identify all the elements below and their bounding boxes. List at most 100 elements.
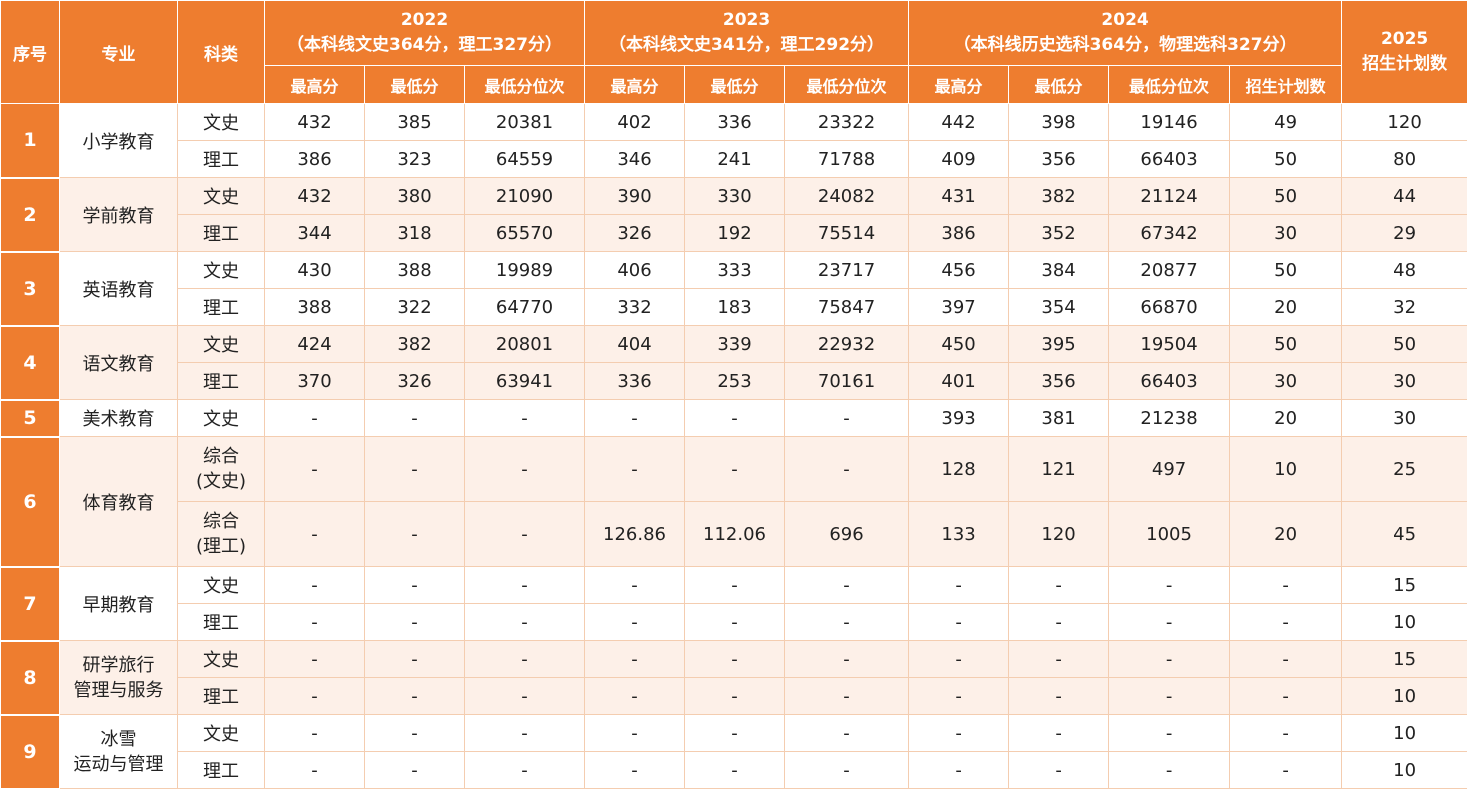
value-cell: -	[685, 400, 785, 437]
value-cell: 30	[1230, 363, 1342, 400]
category-cell: 文史	[178, 641, 265, 678]
value-cell: -	[1009, 641, 1109, 678]
row-index: 6	[1, 437, 60, 567]
header-year-2024: 2024 （本科线历史选科364分，物理选科327分）	[909, 1, 1342, 66]
value-cell: 318	[365, 215, 465, 252]
value-cell: 10	[1342, 678, 1467, 715]
category-cell: 文史	[178, 252, 265, 289]
value-cell: 386	[265, 141, 365, 178]
col-rank-2024: 最低分位次	[1109, 66, 1230, 104]
value-cell: 10	[1342, 715, 1467, 752]
year-note: （本科线历史选科364分，物理选科327分）	[954, 35, 1297, 55]
major-name: 体育教育	[60, 437, 178, 567]
value-cell: 330	[685, 178, 785, 215]
value-cell: -	[365, 604, 465, 641]
value-cell: -	[1109, 567, 1230, 604]
value-cell: 10	[1342, 752, 1467, 789]
value-cell: 398	[1009, 104, 1109, 141]
value-cell: -	[365, 715, 465, 752]
value-cell: -	[585, 604, 685, 641]
value-cell: 401	[909, 363, 1009, 400]
value-cell: 19146	[1109, 104, 1230, 141]
value-cell: -	[585, 752, 685, 789]
value-cell: 75847	[785, 289, 909, 326]
value-cell: 15	[1342, 567, 1467, 604]
value-cell: -	[685, 567, 785, 604]
value-cell: -	[685, 437, 785, 502]
value-cell: 20	[1230, 289, 1342, 326]
value-cell: 20	[1230, 400, 1342, 437]
value-cell: -	[785, 641, 909, 678]
value-cell: -	[1109, 715, 1230, 752]
value-cell: -	[785, 437, 909, 502]
value-cell: -	[265, 604, 365, 641]
value-cell: 32	[1342, 289, 1467, 326]
value-cell: 432	[265, 104, 365, 141]
value-cell: -	[909, 641, 1009, 678]
value-cell: -	[265, 752, 365, 789]
row-index: 7	[1, 567, 60, 641]
col-rank-2023: 最低分位次	[785, 66, 909, 104]
value-cell: 356	[1009, 363, 1109, 400]
value-cell: 192	[685, 215, 785, 252]
value-cell: -	[465, 400, 585, 437]
value-cell: -	[785, 567, 909, 604]
value-cell: 385	[365, 104, 465, 141]
value-cell: -	[365, 641, 465, 678]
value-cell: 352	[1009, 215, 1109, 252]
col-min-2023: 最低分	[685, 66, 785, 104]
value-cell: 382	[1009, 178, 1109, 215]
value-cell: 397	[909, 289, 1009, 326]
plan-year: 2025	[1381, 29, 1428, 49]
value-cell: -	[465, 641, 585, 678]
row-index: 1	[1, 104, 60, 178]
value-cell: 20381	[465, 104, 585, 141]
value-cell: 50	[1230, 252, 1342, 289]
major-name: 美术教育	[60, 400, 178, 437]
value-cell: -	[265, 437, 365, 502]
value-cell: 384	[1009, 252, 1109, 289]
value-cell: 344	[265, 215, 365, 252]
value-cell: 402	[585, 104, 685, 141]
value-cell: 1005	[1109, 502, 1230, 567]
value-cell: -	[585, 400, 685, 437]
value-cell: -	[365, 567, 465, 604]
col-plan-2024: 招生计划数	[1230, 66, 1342, 104]
value-cell: 381	[1009, 400, 1109, 437]
value-cell: 356	[1009, 141, 1109, 178]
value-cell: -	[585, 715, 685, 752]
value-cell: 431	[909, 178, 1009, 215]
value-cell: -	[909, 567, 1009, 604]
value-cell: -	[909, 678, 1009, 715]
value-cell: 696	[785, 502, 909, 567]
value-cell: 49	[1230, 104, 1342, 141]
value-cell: 22932	[785, 326, 909, 363]
row-index: 3	[1, 252, 60, 326]
major-name: 研学旅行管理与服务	[60, 641, 178, 715]
major-name: 学前教育	[60, 178, 178, 252]
value-cell: 354	[1009, 289, 1109, 326]
value-cell: 336	[685, 104, 785, 141]
row-index: 2	[1, 178, 60, 252]
value-cell: 71788	[785, 141, 909, 178]
value-cell: -	[1009, 604, 1109, 641]
value-cell: 333	[685, 252, 785, 289]
value-cell: -	[1109, 678, 1230, 715]
value-cell: 128	[909, 437, 1009, 502]
value-cell: 390	[585, 178, 685, 215]
category-cell: 理工	[178, 752, 265, 789]
value-cell: -	[465, 715, 585, 752]
value-cell: 346	[585, 141, 685, 178]
value-cell: 23322	[785, 104, 909, 141]
value-cell: -	[909, 752, 1009, 789]
value-cell: -	[1230, 641, 1342, 678]
value-cell: 395	[1009, 326, 1109, 363]
value-cell: -	[465, 604, 585, 641]
value-cell: 339	[685, 326, 785, 363]
value-cell: 409	[909, 141, 1009, 178]
major-name: 英语教育	[60, 252, 178, 326]
